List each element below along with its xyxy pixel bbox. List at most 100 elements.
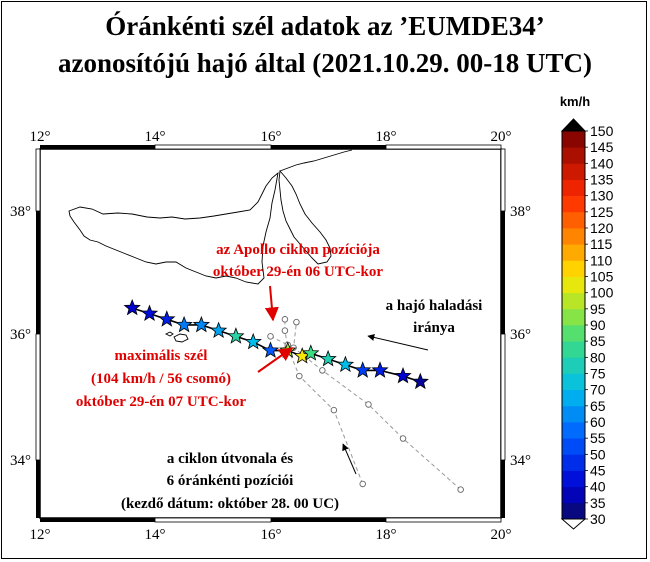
colorbar-label: 100 (590, 285, 614, 301)
colorbar-label: 95 (590, 301, 606, 317)
cyclone-position-point (330, 406, 338, 414)
cyclone-track-line (293, 322, 461, 490)
colorbar-label: 85 (590, 333, 606, 349)
colorbar-label: 50 (590, 446, 606, 462)
x-tick-top-12: 12° (30, 129, 51, 145)
max-wind-label-line-3: október 29-én 07 UTC-kor (76, 394, 246, 410)
colorbar-segments (560, 118, 587, 530)
x-tick-bottom-16: 16° (261, 527, 282, 543)
colorbar-label: 105 (590, 269, 614, 285)
colorbar-segment (562, 163, 585, 180)
x-axis-top-labels: 12° 14° 16° 18° 20° (30, 129, 512, 145)
x-tick-bottom-18: 18° (376, 527, 397, 543)
cyclone-position-point (399, 435, 407, 442)
colorbar-segment (562, 276, 585, 294)
cyclone-position-point (293, 318, 300, 326)
colorbar-label: 120 (590, 220, 614, 236)
colorbar-label: 45 (590, 463, 606, 479)
colorbar-label: 40 (590, 479, 606, 495)
colorbar-segment (562, 325, 585, 342)
colorbar-segment (562, 373, 585, 391)
wind-speed-star (227, 327, 245, 344)
x-tick-bottom-12: 12° (30, 527, 51, 543)
wind-speed-star (244, 332, 262, 350)
colorbar-label: 110 (590, 252, 613, 268)
y-tick-right-34: 34° (510, 453, 531, 469)
colorbar-label: 80 (590, 349, 606, 365)
ship-direction-label-line-1: a hajó haladási (386, 298, 483, 314)
y-tick-right-38: 38° (510, 204, 531, 220)
colorbar-segment (562, 341, 585, 358)
colorbar-segment (562, 357, 585, 374)
max-wind-annotation: maximális szél (104 km/h / 56 csomó) okt… (76, 348, 246, 410)
colorbar-label: 70 (590, 382, 606, 398)
colorbar-label: 140 (590, 155, 614, 171)
cyclone-position-point (267, 333, 274, 340)
wind-speed-star (261, 341, 280, 358)
cyclone-position-point (365, 401, 372, 408)
x-tick-top-18: 18° (376, 129, 397, 145)
y-tick-left-36: 36° (10, 327, 31, 343)
apollo-label-line-2: október 29-én 06 UTC-kor (213, 264, 383, 280)
ship-direction-annotation: a hajó haladási iránya (386, 298, 483, 336)
cyclone-position-point (281, 327, 289, 334)
colorbar-segment (562, 211, 585, 229)
wind-speed-star (354, 361, 372, 378)
malta-coastline (173, 333, 189, 343)
colorbar-segment (562, 438, 585, 455)
colorbar-max-triangle (560, 118, 587, 132)
colorbar-unit: km/h (560, 94, 590, 109)
ship-wind-stars (123, 298, 429, 390)
colorbar-segment (562, 470, 585, 488)
x-tick-bottom-20: 20° (491, 527, 512, 543)
colorbar-label: 150 (590, 123, 614, 139)
cyclone-direction-arrow (342, 443, 357, 475)
wind-speed-star (140, 304, 159, 322)
sicily-coastline (68, 171, 279, 285)
cyclone-position-point (281, 316, 289, 323)
wind-speed-star (175, 315, 193, 333)
colorbar-label: 75 (590, 366, 606, 382)
calabria-coastline (278, 149, 353, 265)
colorbar-label: 90 (590, 317, 606, 333)
ship-direction-arrow (367, 334, 429, 351)
wind-speed-star (371, 361, 389, 378)
colorbar-segment (562, 486, 585, 504)
wind-speed-star (209, 321, 228, 338)
colorbar-labels: 1501451401351301251201151101051009590858… (585, 123, 614, 527)
x-tick-top-20: 20° (491, 129, 512, 145)
y-axis-left-labels: 34° 36° 38° (10, 204, 31, 469)
y-tick-left-38: 38° (10, 204, 31, 220)
colorbar-min-triangle (560, 518, 587, 530)
max-wind-arrow (257, 347, 294, 373)
colorbar-segment (562, 244, 585, 261)
y-axis-right-labels: 34° 36° 38° (510, 204, 531, 469)
ship-direction-label-line-2: iránya (413, 320, 455, 336)
cyclone-position-point (359, 480, 366, 488)
colorbar-segment (562, 147, 585, 164)
wind-speed-star (302, 344, 320, 361)
x-axis-bottom-labels: 12° 14° 16° 18° 20° (30, 527, 512, 543)
wind-speed-star (192, 315, 211, 333)
colorbar-segment (562, 131, 585, 148)
cyclone-label-line-1: a ciklon útvonala és (167, 451, 293, 467)
colorbar-segment (562, 389, 585, 407)
colorbar-segment (562, 308, 585, 326)
colorbar-label: 60 (590, 414, 606, 430)
colorbar-segment (562, 405, 585, 423)
colorbar-label: 145 (590, 139, 614, 155)
colorbar-label: 30 (590, 511, 606, 527)
colorbar-segment (562, 454, 585, 471)
colorbar-label: 65 (590, 398, 606, 414)
cyclone-label-line-3: (kezdő dátum: október 28. 00 UC) (121, 496, 339, 512)
colorbar-label: 135 (590, 172, 614, 188)
colorbar-segment (562, 502, 585, 520)
wind-speed-star (158, 310, 176, 327)
colorbar-label: 125 (590, 204, 614, 220)
colorbar-segment (562, 228, 585, 245)
colorbar-segment (562, 292, 585, 310)
title-line-2: azonosítójú hajó által (2021.10.29. 00-1… (58, 48, 592, 78)
x-tick-top-16: 16° (261, 129, 282, 145)
